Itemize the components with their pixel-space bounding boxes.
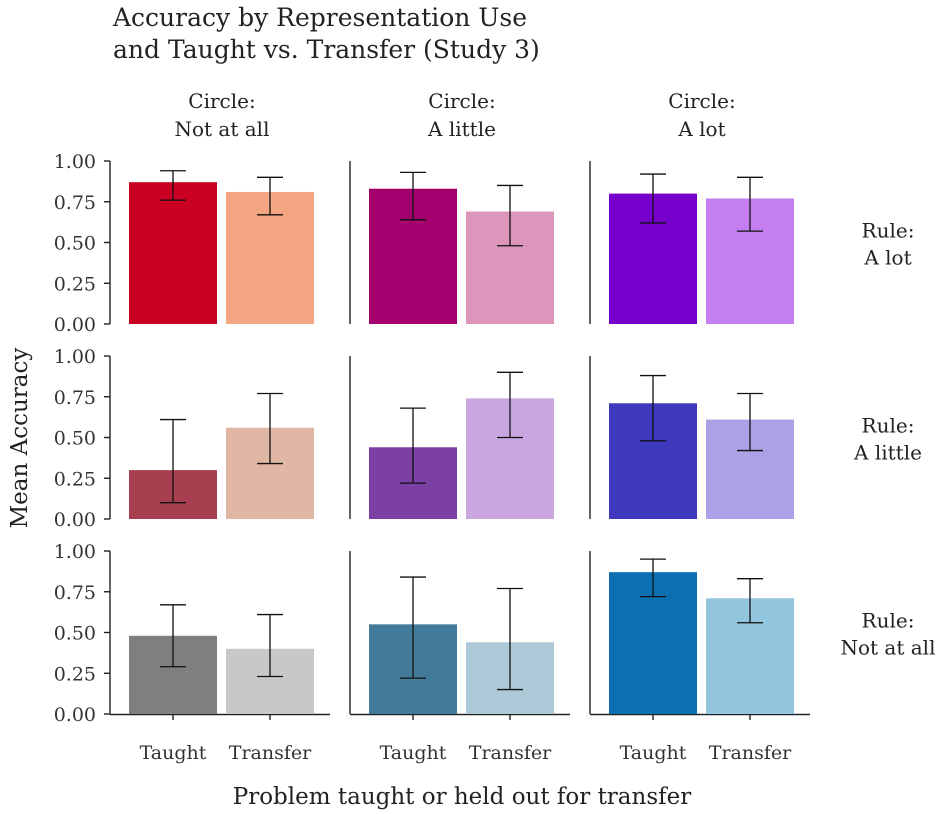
y-tick-label-r1-2: 0.50: [54, 428, 96, 450]
x-tick-label-c1-1: Transfer: [469, 742, 552, 764]
y-tick-label-r0-2: 0.50: [54, 233, 96, 255]
row-facet-label-0-line-2: A lot: [863, 246, 911, 270]
facet-grid: Circle: Not at all Circle: A little Circle: A…: [54, 89, 936, 764]
column-facet-label-0-line-1: Circle:: [188, 89, 255, 113]
y-tick-label-r0-4: 1.00: [54, 151, 96, 173]
row-facet-label-0-line-1: Rule:: [862, 219, 915, 243]
chart-title-line-1: Accuracy by Representation Use: [112, 3, 527, 32]
y-tick-label-r0-0: 0.00: [54, 314, 96, 336]
row-facet-label-1-line-2: A little: [853, 441, 922, 465]
y-tick-label-r1-4: 1.00: [54, 346, 96, 368]
y-tick-label-r0-1: 0.25: [54, 273, 96, 295]
y-tick-label-r2-1: 0.25: [54, 663, 96, 685]
x-tick-label-c0-0: Taught: [140, 742, 207, 764]
column-facet-label-1-line-2: A little: [427, 117, 496, 141]
y-tick-label-r2-4: 1.00: [54, 541, 96, 563]
column-facet-label-1-line-1: Circle:: [428, 89, 495, 113]
x-axis-label: Problem taught or held out for transfer: [233, 784, 692, 810]
y-tick-label-r2-2: 0.50: [54, 623, 96, 645]
y-tick-label-r2-0: 0.00: [54, 704, 96, 726]
chart-title-line-2: and Taught vs. Transfer (Study 3): [113, 35, 540, 64]
y-tick-label-r1-1: 0.25: [54, 468, 96, 490]
column-facet-label-2-line-2: A lot: [677, 117, 725, 141]
y-tick-label-r2-3: 0.75: [54, 582, 96, 604]
row-facet-label-1-line-1: Rule:: [862, 414, 915, 438]
row-facet-label-2-line-1: Rule:: [862, 609, 915, 633]
y-tick-label-r0-3: 0.75: [54, 192, 96, 214]
bar-r0-c0-taught: [129, 182, 217, 324]
x-tick-label-c2-1: Transfer: [709, 742, 792, 764]
x-tick-label-c0-1: Transfer: [229, 742, 312, 764]
column-facet-label-0-line-2: Not at all: [175, 117, 270, 141]
column-facet-label-2-line-1: Circle:: [668, 89, 735, 113]
y-tick-label-r1-0: 0.00: [54, 509, 96, 531]
x-tick-label-c1-0: Taught: [380, 742, 447, 764]
row-facet-label-2-line-2: Not at all: [841, 636, 936, 660]
x-tick-label-c2-0: Taught: [620, 742, 687, 764]
y-axis-label: Mean Accuracy: [7, 348, 33, 529]
y-tick-label-r1-3: 0.75: [54, 387, 96, 409]
